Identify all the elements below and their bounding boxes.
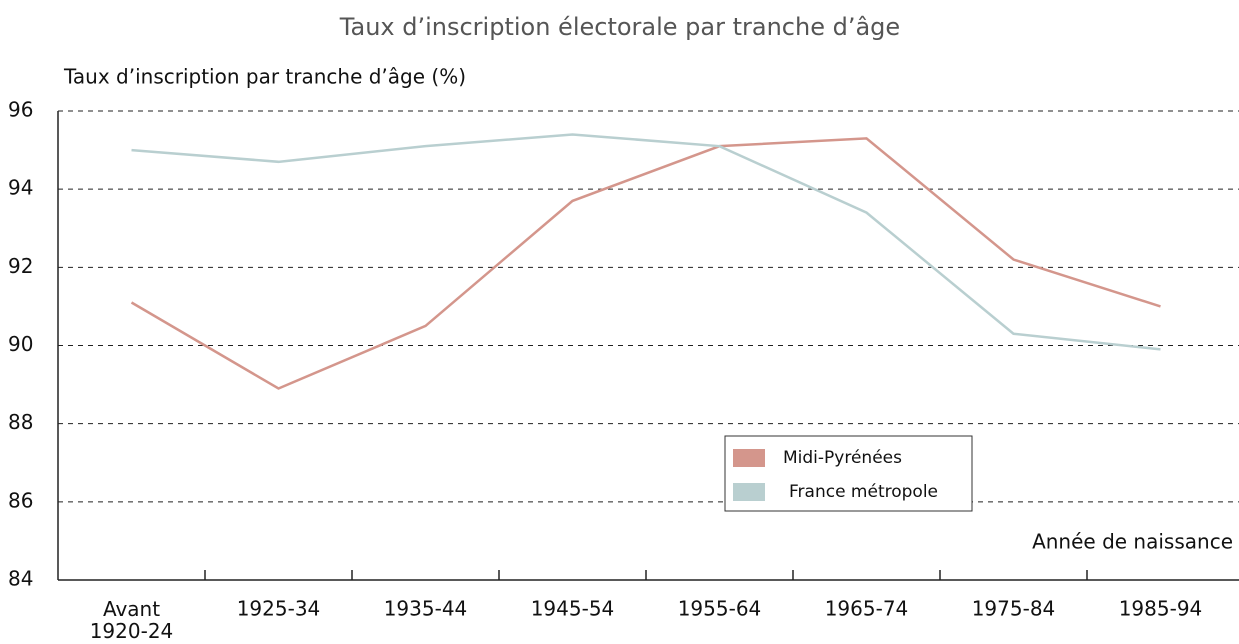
y-tick-label: 90 <box>8 332 33 356</box>
x-tick-label: 1955-64 <box>678 597 762 621</box>
legend-label: France métropole <box>789 482 938 502</box>
chart-title: Taux d’inscription électorale par tranch… <box>339 13 900 41</box>
x-axis-label: Année de naissance <box>1032 530 1233 554</box>
series-line <box>131 133 1161 351</box>
y-tick-label: 84 <box>8 567 33 591</box>
x-tick-label: 1925-34 <box>237 597 321 621</box>
y-tick-label: 92 <box>8 254 33 278</box>
x-tick-label: 1935-44 <box>384 597 468 621</box>
y-tick-label: 94 <box>8 176 33 200</box>
x-tick-label: 1985-94 <box>1119 597 1203 621</box>
legend-swatch <box>733 483 765 501</box>
x-tick-label: Avant 1920-24 <box>90 597 174 643</box>
x-tick-label: 1945-54 <box>531 597 615 621</box>
legend-label: Midi-Pyrénées <box>783 448 902 468</box>
legend-swatch <box>733 449 765 467</box>
series-line <box>130 137 1161 390</box>
x-tick-label: 1965-74 <box>825 597 909 621</box>
y-tick-label: 96 <box>8 98 33 122</box>
x-tick-label: 1975-84 <box>972 597 1056 621</box>
y-tick-label: 86 <box>8 488 33 512</box>
legend-box <box>724 435 973 512</box>
y-axis-label: Taux d’inscription par tranche d’âge (%) <box>63 65 466 89</box>
y-tick-label: 88 <box>8 410 33 434</box>
